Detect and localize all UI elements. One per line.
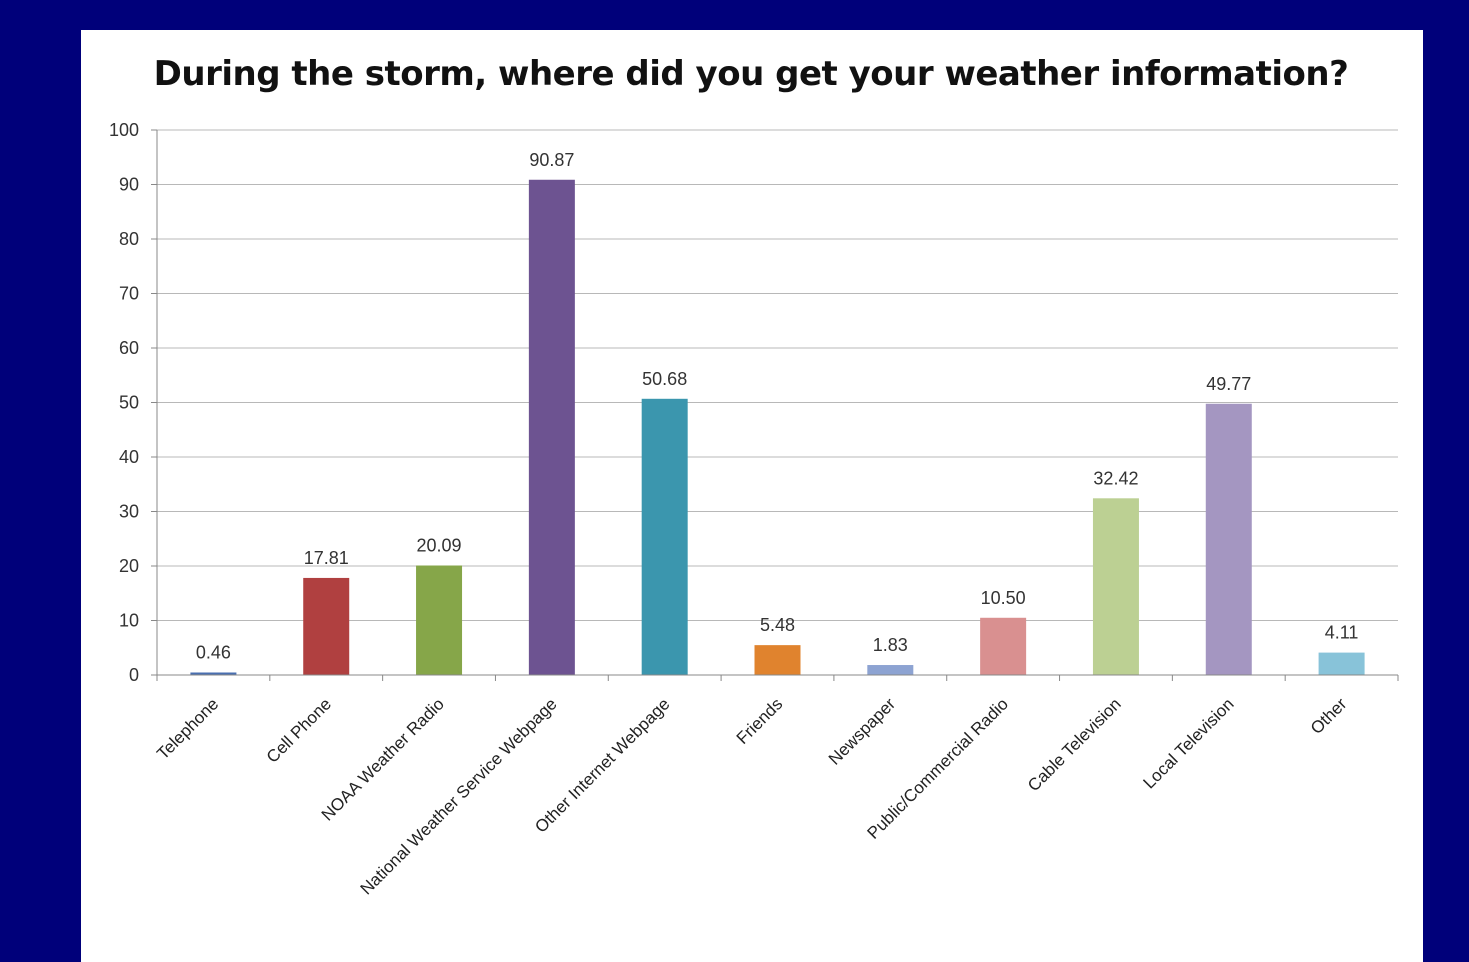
y-tick-label: 30 [119, 502, 139, 522]
category-label: NOAA Weather Radio [318, 694, 448, 824]
y-axis: 0 10 20 30 40 50 60 70 80 90 100 [109, 120, 158, 685]
category-label: Local Television [1140, 694, 1238, 792]
bar [1092, 498, 1139, 675]
bars [190, 179, 1365, 676]
y-tick-label: 20 [119, 556, 139, 576]
category-label: Cell Phone [263, 694, 335, 766]
bar [1205, 403, 1252, 675]
bar [303, 577, 350, 675]
chart-panel [81, 30, 1423, 962]
category-label: National Weather Service Webpage [357, 694, 561, 898]
y-tick-label: 40 [119, 447, 139, 467]
bar [190, 672, 237, 675]
data-labels: 0.46 17.81 20.09 90.87 50.68 5.48 1.83 10.50 32.… [196, 150, 1359, 663]
data-label: 90.87 [529, 150, 574, 170]
y-tick-label: 80 [119, 229, 139, 249]
y-tick-label: 0 [129, 665, 139, 685]
y-tick-label: 100 [109, 120, 139, 140]
y-tick-label: 60 [119, 338, 139, 358]
data-label: 5.48 [760, 615, 795, 635]
data-label: 17.81 [304, 548, 349, 568]
y-tick-label: 10 [119, 611, 139, 631]
category-label: Telephone [153, 694, 222, 763]
bar [980, 617, 1027, 675]
bar [416, 565, 463, 675]
category-label: Cable Television [1024, 694, 1125, 795]
data-label: 32.42 [1093, 468, 1138, 488]
data-label: 50.68 [642, 369, 687, 389]
data-label: 20.09 [417, 536, 462, 556]
y-tick-label: 70 [119, 284, 139, 304]
category-label: Newspaper [825, 694, 899, 768]
y-tick-label: 90 [119, 175, 139, 195]
x-axis [156, 674, 1399, 681]
data-label: 0.46 [196, 642, 231, 662]
category-label: Other [1307, 694, 1351, 738]
gridlines [157, 129, 1398, 621]
bar [754, 645, 801, 675]
category-label: Friends [733, 694, 787, 748]
bar [641, 398, 688, 675]
bar [1318, 652, 1365, 675]
data-label: 49.77 [1206, 374, 1251, 394]
bar [867, 665, 914, 675]
data-label: 10.50 [981, 588, 1026, 608]
y-tick-label: 50 [119, 393, 139, 413]
bar [528, 179, 575, 676]
data-label: 4.11 [1325, 623, 1359, 643]
chart-title: During the storm, where did you get your… [153, 54, 1349, 94]
data-label: 1.83 [873, 635, 908, 655]
